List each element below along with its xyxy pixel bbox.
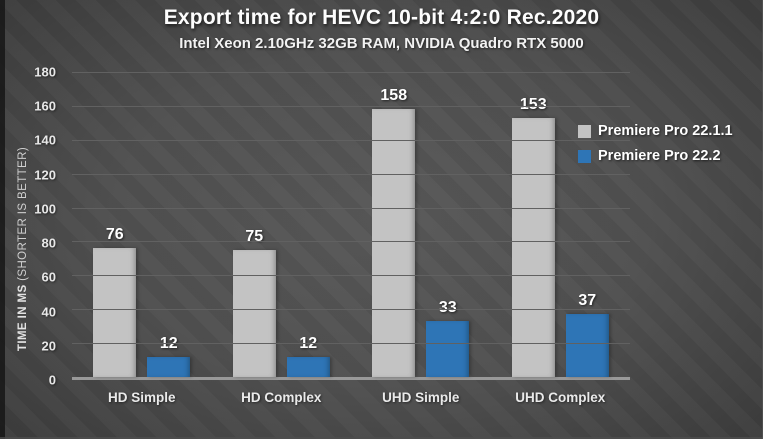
gridline-120 <box>72 173 630 175</box>
y-tick-label-0: 0 <box>48 372 56 388</box>
y-tick-label-100: 100 <box>34 201 56 217</box>
x-axis-labels: HD Simple HD Complex UHD Simple UHD Complex <box>72 390 630 405</box>
slide-left-edge <box>0 0 5 439</box>
gridline-40 <box>72 309 630 311</box>
bar-groups: 76 12 75 12 158 33 153 37 <box>72 72 630 377</box>
bar-uhd-complex-series-0: 153 <box>511 96 555 377</box>
bar-value-label: 75 <box>245 227 264 245</box>
y-tick-label-20: 20 <box>41 338 56 354</box>
gridline-60 <box>72 275 630 277</box>
x-axis-label-uhd-complex: UHD Complex <box>515 390 606 405</box>
bar-group-hd-complex: 75 12 <box>232 72 330 377</box>
bar-hd-complex-series-0: 75 <box>232 228 276 377</box>
bar-hd-simple-series-0: 76 <box>93 226 137 377</box>
plot-area: 76 12 75 12 158 33 153 37 <box>72 72 630 380</box>
gridline-180 <box>72 72 630 73</box>
y-tick-label-120: 120 <box>34 167 56 183</box>
legend: Premiere Pro 22.1.1 Premiere Pro 22.2 <box>578 123 733 164</box>
legend-label: Premiere Pro 22.2 <box>598 148 721 164</box>
bar-group-uhd-simple: 158 33 <box>372 72 470 377</box>
x-axis-label-hd-simple: HD Simple <box>107 390 176 405</box>
bar-value-label: 76 <box>105 226 124 244</box>
bar-value-label: 37 <box>578 292 597 310</box>
legend-swatch-blue <box>578 149 591 163</box>
legend-item-premiere-pro-22-2: Premiere Pro 22.2 <box>578 148 733 164</box>
x-axis-label-hd-complex: HD Complex <box>241 390 322 405</box>
legend-item-premiere-pro-22-1-1: Premiere Pro 22.1.1 <box>578 123 733 139</box>
chart-title: Export time for HEVC 10-bit 4:2:0 Rec.20… <box>163 6 600 29</box>
gridline-20 <box>72 343 630 345</box>
gridline-140 <box>72 139 630 141</box>
x-axis-label-uhd-simple: UHD Simple <box>382 390 460 405</box>
y-tick-label-180: 180 <box>34 64 56 80</box>
bar-value-label: 33 <box>438 299 457 317</box>
bar-hd-complex-series-1: 12 <box>286 335 330 377</box>
bar-uhd-simple-series-0: 158 <box>372 87 416 377</box>
y-tick-label-40: 40 <box>41 304 56 320</box>
chart-subtitle: Intel Xeon 2.10GHz 32GB RAM, NVIDIA Quad… <box>179 35 584 52</box>
y-tick-label-80: 80 <box>41 235 56 251</box>
bar-group-uhd-complex: 153 37 <box>511 72 609 377</box>
bar-uhd-simple-series-1: 33 <box>426 299 470 377</box>
bar-group-hd-simple: 76 12 <box>93 72 191 377</box>
bar-value-label: 158 <box>380 87 408 105</box>
y-axis-ticks: 0 20 40 60 80 100 120 140 160 180 <box>0 66 60 387</box>
y-tick-label-60: 60 <box>41 269 56 285</box>
gridline-100 <box>72 207 630 209</box>
gridline-80 <box>72 241 630 243</box>
y-tick-label-140: 140 <box>34 132 56 148</box>
slide-bottom-edge <box>0 437 763 439</box>
bar-value-label: 153 <box>519 95 547 113</box>
legend-label: Premiere Pro 22.1.1 <box>598 123 733 139</box>
y-tick-label-160: 160 <box>34 98 56 114</box>
gridline-160 <box>72 105 630 107</box>
bar-uhd-complex-series-1: 37 <box>565 292 609 377</box>
bar-hd-simple-series-1: 12 <box>147 335 191 377</box>
legend-swatch-gray <box>578 124 591 138</box>
